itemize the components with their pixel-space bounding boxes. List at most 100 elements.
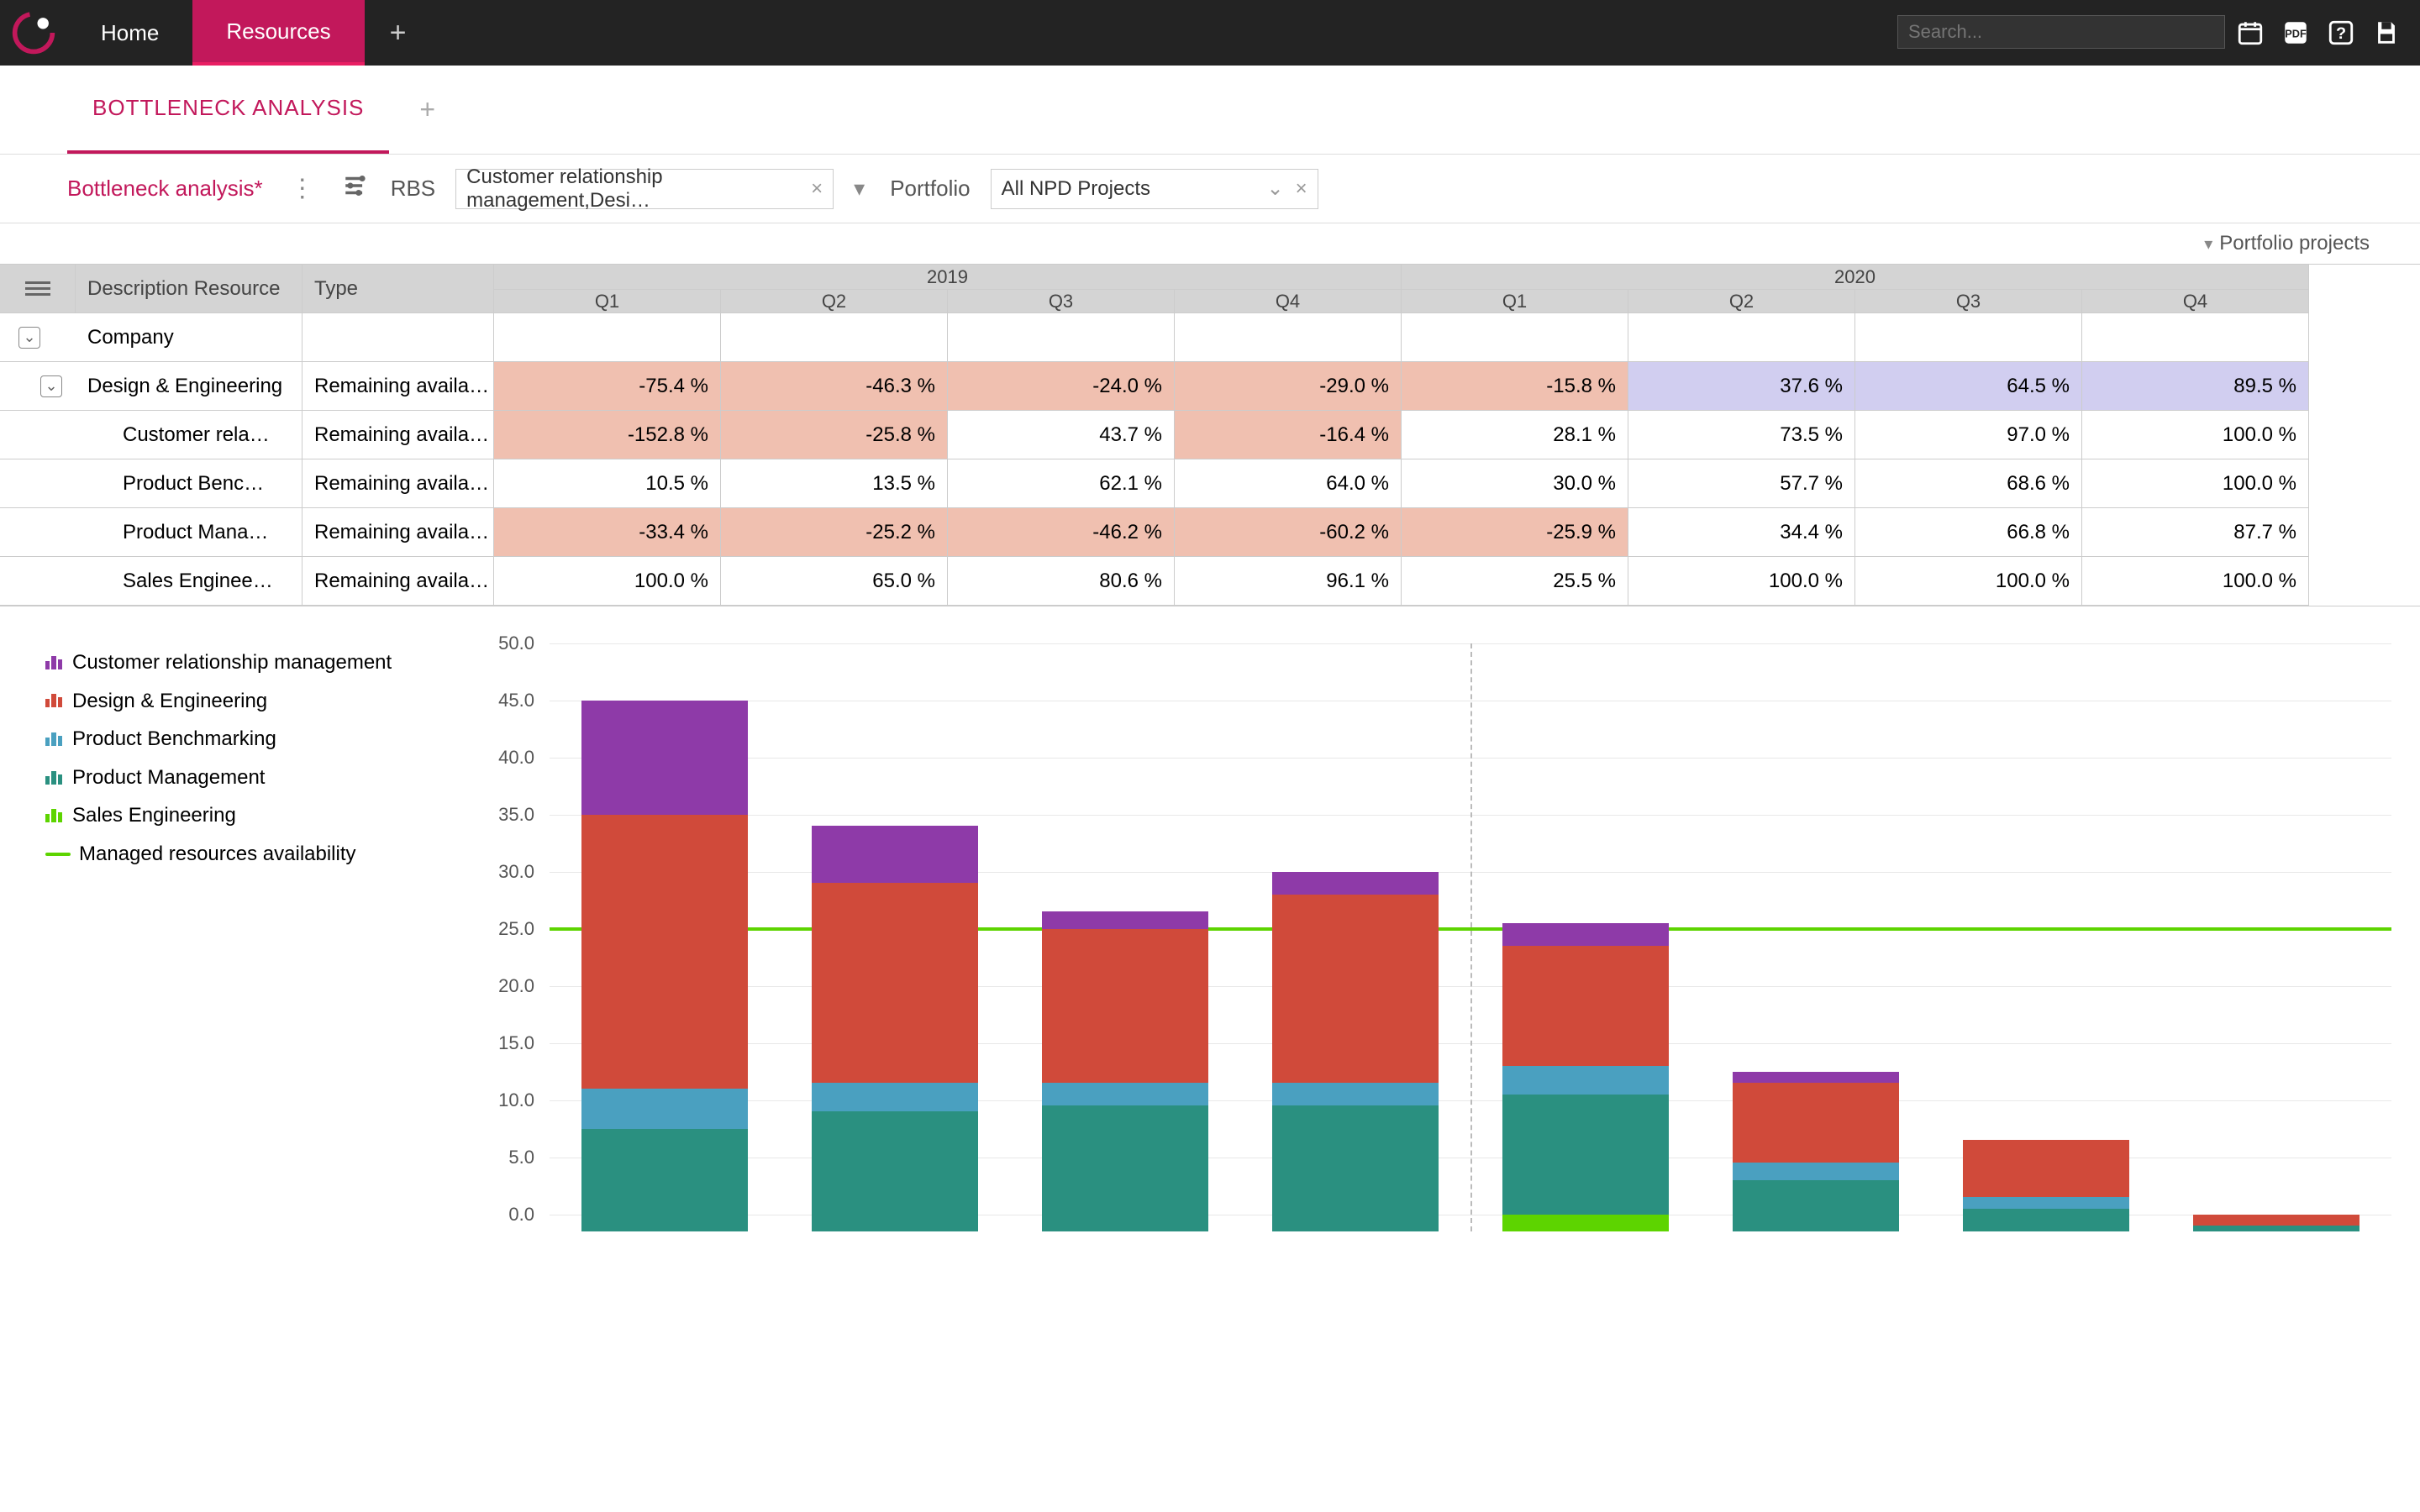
type-cell: Remaining availa…	[302, 411, 494, 459]
tree-cell	[0, 411, 76, 459]
view-menu-icon[interactable]: ⋮	[283, 174, 322, 203]
bar-segment	[581, 701, 747, 815]
legend-item: Managed resources availability	[45, 835, 449, 874]
y-tick: 30.0	[498, 861, 534, 883]
data-cell: 62.1 %	[948, 459, 1175, 508]
y-tick: 25.0	[498, 918, 534, 940]
portfolio-projects-row: ▾ Portfolio projects	[0, 223, 2420, 264]
col-description: Description Resource	[76, 265, 302, 313]
bar-segment	[1272, 872, 1438, 895]
portfolio-label: Portfolio	[890, 176, 970, 202]
bar-segment	[1733, 1083, 1898, 1163]
type-cell: Remaining availa…	[302, 557, 494, 606]
data-cell: 97.0 %	[1855, 411, 2082, 459]
collapse-icon[interactable]: ⌄	[18, 327, 40, 349]
data-cell: 96.1 %	[1175, 557, 1402, 606]
settings-icon[interactable]	[342, 171, 371, 206]
nav-tab-home[interactable]: Home	[67, 0, 192, 66]
rbs-label: RBS	[391, 176, 435, 202]
data-cell: -46.2 %	[948, 508, 1175, 557]
bar-segment	[1733, 1072, 1898, 1084]
bar-segment	[812, 826, 977, 883]
calendar-icon[interactable]	[2233, 16, 2267, 50]
resource-label[interactable]: Product Mana…	[76, 508, 302, 557]
collapse-icon[interactable]: ⌄	[40, 375, 62, 397]
search-input[interactable]	[1897, 15, 2225, 49]
quarter-header: Q4	[2082, 290, 2309, 313]
y-tick: 20.0	[498, 975, 534, 997]
rbs-select[interactable]: Customer relationship management,Desi… ×	[455, 169, 834, 209]
nav-add-tab[interactable]: +	[365, 0, 432, 66]
save-icon[interactable]	[2370, 16, 2403, 50]
data-cell	[1855, 313, 2082, 362]
type-cell	[302, 313, 494, 362]
bar-segment	[581, 1089, 747, 1129]
data-cell: -24.0 %	[948, 362, 1175, 411]
y-tick: 50.0	[498, 633, 534, 654]
bar	[1042, 911, 1207, 1231]
data-cell: 73.5 %	[1628, 411, 1855, 459]
nav-tabs: Home Resources +	[67, 0, 432, 66]
y-tick: 0.0	[508, 1204, 534, 1226]
resource-label[interactable]: Customer rela…	[76, 411, 302, 459]
quarter-header: Q3	[1855, 290, 2082, 313]
data-cell: -60.2 %	[1175, 508, 1402, 557]
resource-label[interactable]: Sales Enginee…	[76, 557, 302, 606]
bar-segment	[1502, 1095, 1668, 1215]
sub-tab-add[interactable]: +	[389, 94, 466, 125]
data-cell: -152.8 %	[494, 411, 721, 459]
rbs-value: Customer relationship management,Desi…	[466, 165, 799, 213]
bar-segment	[2193, 1215, 2359, 1226]
bar-segment	[1502, 1215, 1668, 1231]
help-icon[interactable]: ?	[2324, 16, 2358, 50]
data-cell: 64.0 %	[1175, 459, 1402, 508]
caret-down-icon[interactable]: ▾	[2204, 234, 2219, 255]
y-tick: 10.0	[498, 1089, 534, 1111]
data-cell: 10.5 %	[494, 459, 721, 508]
data-cell: 80.6 %	[948, 557, 1175, 606]
top-bar: Home Resources + PDF ?	[0, 0, 2420, 66]
resource-label[interactable]: Design & Engineering	[76, 362, 302, 411]
bar-segment	[1042, 1083, 1207, 1105]
nav-tab-resources[interactable]: Resources	[192, 0, 364, 66]
app-logo	[0, 0, 67, 66]
resource-label[interactable]: Company	[76, 313, 302, 362]
data-cell: 100.0 %	[1628, 557, 1855, 606]
hamburger-icon[interactable]	[25, 281, 50, 296]
tree-cell	[0, 508, 76, 557]
bar-segment	[581, 1129, 747, 1231]
data-cell: 43.7 %	[948, 411, 1175, 459]
bar	[1272, 872, 1438, 1231]
portfolio-projects-label[interactable]: Portfolio projects	[2219, 232, 2370, 255]
bar-segment	[812, 1083, 977, 1111]
tree-cell	[0, 557, 76, 606]
data-cell: 100.0 %	[1855, 557, 2082, 606]
sub-tab-bottleneck[interactable]: BOTTLENECK ANALYSIS	[67, 66, 389, 154]
resource-label[interactable]: Product Benc…	[76, 459, 302, 508]
data-cell: -25.9 %	[1402, 508, 1628, 557]
portfolio-select[interactable]: All NPD Projects ⌄ ×	[991, 169, 1318, 209]
bar	[1502, 923, 1668, 1231]
data-cell: 100.0 %	[2082, 557, 2309, 606]
data-cell: -29.0 %	[1175, 362, 1402, 411]
chevron-down-icon: ⌄	[1249, 176, 1283, 201]
y-tick: 35.0	[498, 804, 534, 826]
bar-segment	[1042, 1105, 1207, 1231]
quarter-header: Q2	[721, 290, 948, 313]
data-cell	[1628, 313, 1855, 362]
data-cell: -33.4 %	[494, 508, 721, 557]
legend-item: Design & Engineering	[45, 682, 449, 721]
bar-segment	[1042, 929, 1207, 1084]
tree-cell	[0, 459, 76, 508]
bar-segment	[1272, 1083, 1438, 1105]
col-type: Type	[302, 265, 494, 313]
year-2019: 2019	[494, 265, 1402, 290]
pdf-icon[interactable]: PDF	[2279, 16, 2312, 50]
data-table: Description ResourceType20192020Q1Q2Q3Q4…	[0, 264, 2420, 606]
quarter-header: Q2	[1628, 290, 1855, 313]
portfolio-clear-icon[interactable]: ×	[1296, 177, 1307, 201]
bar-segment	[1963, 1140, 2128, 1197]
rbs-clear-icon[interactable]: ×	[811, 177, 823, 201]
data-cell: -15.8 %	[1402, 362, 1628, 411]
data-cell: 25.5 %	[1402, 557, 1628, 606]
